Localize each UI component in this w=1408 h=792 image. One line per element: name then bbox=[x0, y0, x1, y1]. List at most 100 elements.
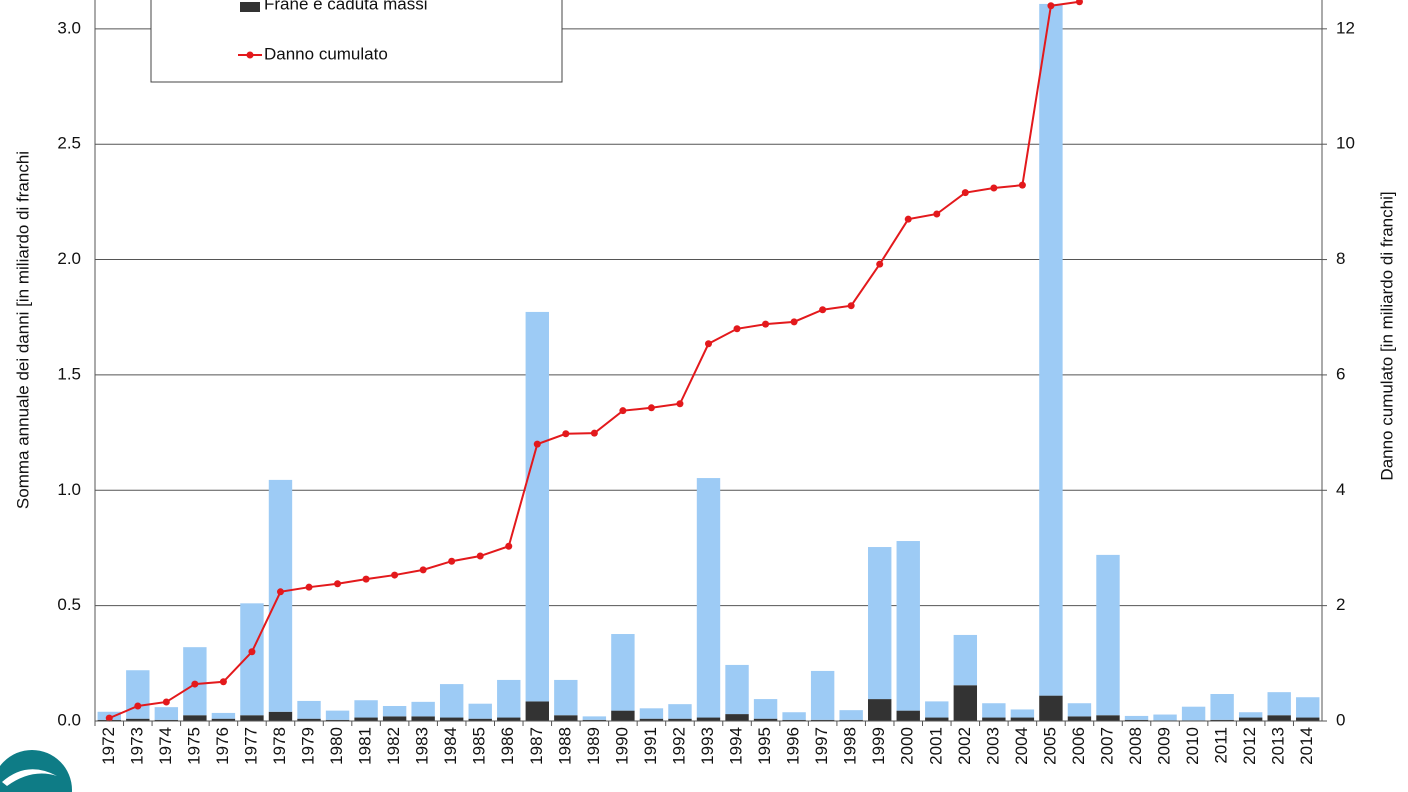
bar-segment bbox=[1267, 692, 1291, 716]
y-tick-label: 1.5 bbox=[57, 364, 81, 383]
y2-tick-label: 2 bbox=[1336, 595, 1345, 614]
bar-segment bbox=[953, 685, 978, 721]
bar-segment bbox=[1296, 717, 1320, 721]
line-point bbox=[162, 698, 170, 706]
bar-segment bbox=[839, 710, 863, 720]
bar-segment bbox=[1067, 716, 1092, 721]
bar-segment bbox=[782, 719, 806, 721]
x-tick-label: 1989 bbox=[584, 727, 603, 765]
bar-segment bbox=[1238, 717, 1263, 721]
x-tick-label: 2000 bbox=[898, 727, 917, 765]
bar-segment bbox=[1039, 695, 1063, 721]
bar-segment bbox=[1096, 554, 1120, 716]
bar-segment bbox=[126, 718, 150, 721]
bar-segment bbox=[297, 718, 321, 721]
x-tick-label: 1992 bbox=[669, 727, 688, 765]
bar-segment bbox=[782, 712, 806, 720]
line-point bbox=[990, 184, 998, 192]
bar-segment bbox=[525, 311, 549, 702]
x-tick-label: 1975 bbox=[184, 727, 203, 765]
x-tick-label: 1988 bbox=[555, 727, 574, 765]
bar-segment bbox=[1153, 714, 1177, 721]
x-tick-label: 2003 bbox=[983, 727, 1002, 765]
x-tick-label: 1997 bbox=[812, 727, 831, 765]
x-tick-label: 1985 bbox=[470, 727, 489, 765]
bar-segment bbox=[297, 700, 321, 719]
line-point bbox=[248, 648, 256, 656]
line-point bbox=[790, 318, 798, 326]
bar-segment bbox=[126, 670, 150, 719]
bar-segment bbox=[211, 712, 236, 719]
line-point bbox=[362, 575, 370, 583]
bar-segment bbox=[325, 710, 350, 720]
bar-segment bbox=[439, 717, 464, 721]
bar-segment bbox=[868, 547, 892, 700]
x-tick-label: 2013 bbox=[1269, 727, 1288, 765]
y-tick-label: 2.5 bbox=[57, 134, 81, 153]
bar-segment bbox=[725, 664, 749, 715]
x-tick-label: 1973 bbox=[127, 727, 146, 765]
line-point bbox=[647, 404, 655, 412]
bar-segment bbox=[382, 716, 407, 721]
x-tick-label: 1990 bbox=[612, 727, 631, 765]
x-tick-label: 2004 bbox=[1012, 727, 1031, 765]
x-tick-label: 2006 bbox=[1069, 727, 1088, 765]
x-tick-label: 1991 bbox=[641, 727, 660, 765]
bar-segment bbox=[668, 718, 692, 721]
bar-segment bbox=[1238, 712, 1263, 718]
bar-segment bbox=[896, 710, 920, 721]
y2-tick-label: 0 bbox=[1336, 710, 1345, 729]
bar-segment bbox=[753, 699, 778, 719]
line-point bbox=[961, 189, 969, 197]
x-tick-label: 1972 bbox=[99, 727, 118, 765]
y-axis-label: Somma annuale dei danni [in miliardo di … bbox=[13, 151, 32, 509]
y2-tick-label: 4 bbox=[1336, 480, 1345, 499]
bar-segment bbox=[1124, 719, 1149, 721]
line-point bbox=[904, 215, 912, 223]
bar-segment bbox=[982, 703, 1006, 718]
legend-box bbox=[150, 0, 563, 83]
y-tick-label: 3.0 bbox=[57, 18, 81, 37]
x-tick-label: 1981 bbox=[356, 727, 375, 765]
line-point bbox=[1018, 181, 1026, 189]
x-tick-label: 2011 bbox=[1212, 727, 1231, 764]
bar-segment bbox=[211, 718, 236, 721]
x-tick-label: 1987 bbox=[527, 727, 546, 765]
x-tick-label: 1986 bbox=[498, 727, 517, 765]
line-point bbox=[391, 571, 399, 579]
bar-segment bbox=[953, 634, 978, 686]
x-tick-label: 1993 bbox=[698, 727, 717, 765]
bar-segment bbox=[240, 715, 264, 721]
bar-segment bbox=[582, 716, 607, 720]
line-point bbox=[1047, 2, 1055, 10]
bar-segment bbox=[611, 710, 635, 721]
bar-segment bbox=[725, 714, 749, 721]
line-point bbox=[505, 542, 513, 550]
x-tick-label: 2014 bbox=[1297, 727, 1316, 765]
bar-segment bbox=[554, 715, 578, 721]
y2-tick-label: 12 bbox=[1336, 18, 1355, 37]
x-tick-label: 1999 bbox=[869, 727, 888, 765]
line-point bbox=[619, 407, 627, 415]
y2-axis-label: Danno cumulato [in miliardo di franchi] bbox=[1377, 191, 1396, 480]
x-tick-label: 1984 bbox=[441, 727, 460, 765]
line-point bbox=[476, 552, 484, 560]
bar-segment bbox=[1010, 717, 1035, 721]
bar-segment bbox=[268, 479, 293, 712]
bar-segment bbox=[354, 700, 378, 718]
bar-segment bbox=[240, 603, 264, 716]
bar-segment bbox=[382, 706, 407, 717]
line-point bbox=[105, 714, 113, 722]
x-tick-label: 1974 bbox=[156, 727, 175, 765]
line-point bbox=[562, 430, 570, 438]
bar-segment bbox=[1039, 3, 1063, 696]
line-point bbox=[590, 429, 598, 437]
x-tick-label: 1977 bbox=[241, 727, 260, 765]
line-point bbox=[419, 566, 427, 574]
y-tick-label: 2.0 bbox=[57, 249, 81, 268]
line-point bbox=[448, 557, 456, 565]
bar-segment bbox=[810, 719, 835, 721]
bar-segment bbox=[154, 707, 179, 720]
y-tick-label: 0.0 bbox=[57, 710, 81, 729]
